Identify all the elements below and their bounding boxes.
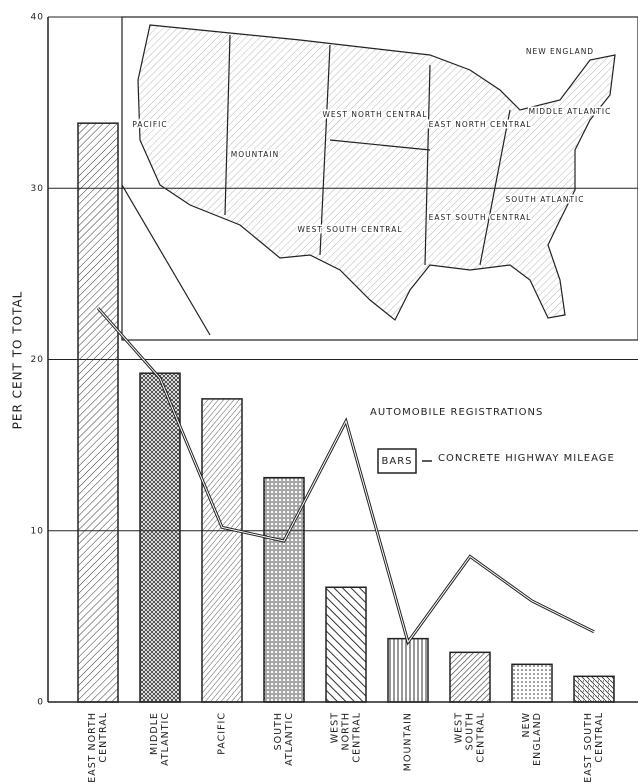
bar bbox=[139, 372, 181, 703]
x-tick-label: NEW ENGLAND bbox=[521, 712, 543, 766]
legend-key bbox=[377, 448, 417, 474]
y-tick-label: 0 bbox=[37, 698, 44, 708]
y-tick-label: 40 bbox=[31, 13, 44, 23]
map-label: EAST NORTH CENTRAL bbox=[429, 120, 532, 129]
x-tick-label: WEST SOUTH CENTRAL bbox=[453, 712, 487, 763]
map-label: WEST NORTH CENTRAL bbox=[322, 110, 427, 119]
x-tick-label: WEST NORTH CENTRAL bbox=[329, 712, 363, 763]
legend-bars-label: CONCRETE HIGHWAY MILEAGE bbox=[438, 453, 615, 464]
x-tick-label: MOUNTAIN bbox=[402, 712, 414, 772]
bar bbox=[201, 398, 243, 703]
x-tick-label: PACIFIC bbox=[216, 712, 228, 755]
map-inset bbox=[121, 16, 638, 341]
bar bbox=[387, 637, 429, 703]
map-label: EAST SOUTH CENTRAL bbox=[429, 213, 532, 222]
x-tick-label: EAST NORTH CENTRAL bbox=[87, 712, 109, 782]
map-label: SOUTH ATLANTIC bbox=[505, 195, 584, 204]
bar bbox=[449, 651, 491, 703]
y-tick-label: 10 bbox=[31, 526, 44, 536]
x-tick-label: EAST SOUTH CENTRAL bbox=[583, 712, 605, 782]
map-label: PACIFIC bbox=[132, 120, 167, 129]
bar bbox=[325, 586, 367, 703]
bar bbox=[77, 122, 119, 703]
y-tick-label: 20 bbox=[31, 355, 44, 365]
map-label: MOUNTAIN bbox=[231, 150, 279, 159]
y-tick-label: 30 bbox=[31, 184, 44, 194]
y-axis-label: PER CENT TO TOTAL bbox=[11, 291, 25, 430]
line-annotation: AUTOMOBILE REGISTRATIONS bbox=[370, 407, 543, 418]
map-label: MIDDLE ATLANTIC bbox=[529, 107, 612, 116]
bar bbox=[573, 675, 615, 703]
map-label: WEST SOUTH CENTRAL bbox=[297, 225, 402, 234]
x-tick-label: MIDDLE ATLANTIC bbox=[149, 712, 171, 766]
map-label: NEW ENGLAND bbox=[526, 47, 594, 56]
legend-key-label: BARS bbox=[382, 456, 413, 467]
line-inner bbox=[97, 307, 595, 644]
x-tick-label: SOUTH ATLANTIC bbox=[273, 712, 295, 766]
bar bbox=[511, 663, 553, 703]
